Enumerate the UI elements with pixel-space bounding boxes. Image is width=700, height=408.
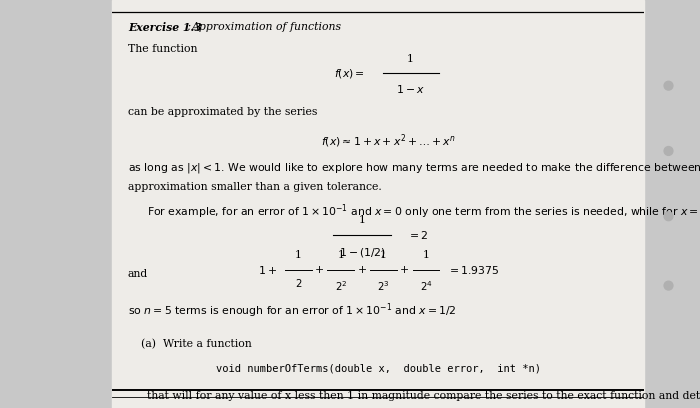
Text: $1-(1/2)$: $1-(1/2)$ (339, 246, 386, 259)
Text: 1: 1 (407, 54, 414, 64)
Text: :: : (184, 22, 195, 33)
Text: $2^2$: $2^2$ (335, 279, 347, 293)
Text: $2^3$: $2^3$ (377, 279, 390, 293)
Text: $=2$: $=2$ (407, 229, 428, 241)
Text: 1: 1 (295, 250, 302, 259)
Text: and: and (128, 269, 148, 279)
Text: $+$: $+$ (314, 264, 324, 275)
Text: $+$: $+$ (399, 264, 409, 275)
Text: 1: 1 (337, 250, 344, 259)
Text: $2^4$: $2^4$ (419, 279, 432, 293)
Text: $1-x$: $1-x$ (395, 83, 424, 95)
Text: $= 1.9375$: $= 1.9375$ (447, 264, 500, 276)
Text: 1: 1 (422, 250, 429, 259)
Text: $1+$: $1+$ (258, 264, 277, 276)
Text: For example, for an error of $1\times10^{-1}$ and $x=0$ only one term from the s: For example, for an error of $1\times10^… (146, 203, 700, 222)
Text: 1: 1 (358, 215, 365, 225)
Text: so $n=5$ terms is enough for an error of $1\times10^{-1}$ and $x=1/2$: so $n=5$ terms is enough for an error of… (128, 301, 456, 320)
Text: Approximation of functions: Approximation of functions (192, 22, 342, 33)
Text: The function: The function (128, 44, 197, 53)
Text: 1: 1 (380, 250, 387, 259)
Text: Exercise 1.3: Exercise 1.3 (128, 22, 202, 33)
Text: approximation smaller than a given tolerance.: approximation smaller than a given toler… (128, 182, 382, 192)
Text: 2: 2 (295, 279, 302, 289)
Text: that will for any value of x less then 1 in magnitude compare the series to the : that will for any value of x less then 1… (146, 391, 700, 401)
Text: void numberOfTerms(double x,  double error,  int *n): void numberOfTerms(double x, double erro… (216, 364, 540, 373)
Text: (a)  Write a function: (a) Write a function (141, 339, 252, 349)
Text: as long as $|x|<1$. We would like to explore how many terms are needed to make t: as long as $|x|<1$. We would like to exp… (128, 160, 700, 175)
Text: can be approximated by the series: can be approximated by the series (128, 107, 317, 117)
Text: $+$: $+$ (357, 264, 367, 275)
Text: $f(x) \approx 1+x+x^2+\ldots+x^n$: $f(x) \approx 1+x+x^2+\ldots+x^n$ (321, 133, 456, 150)
Text: $f(x) =$: $f(x) =$ (334, 67, 365, 80)
